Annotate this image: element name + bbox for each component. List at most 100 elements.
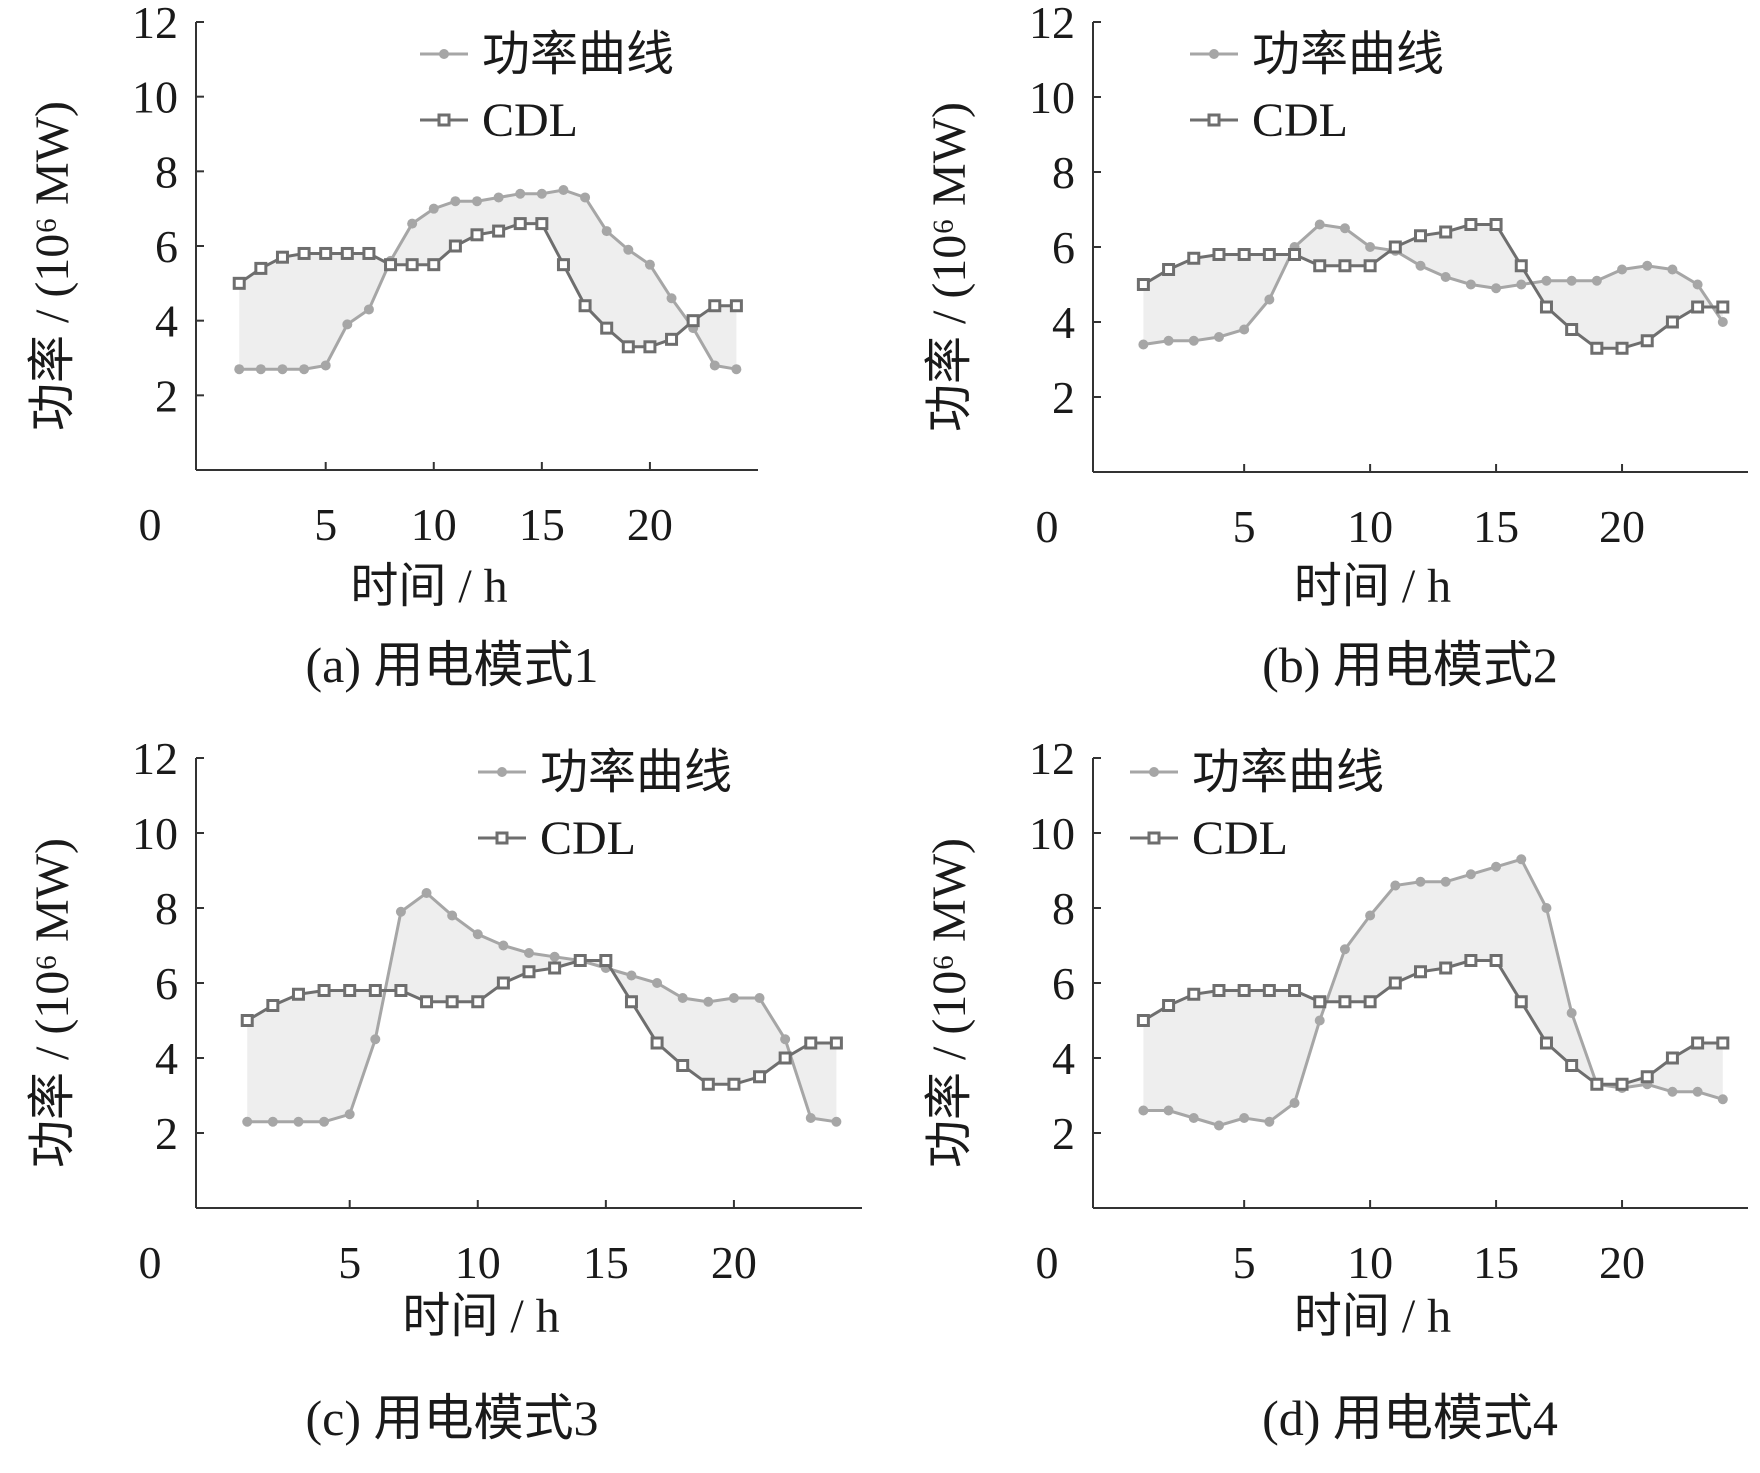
y-tick-label: 12 — [1029, 0, 1075, 48]
cdl-point — [1212, 984, 1226, 997]
cdl-point — [1691, 300, 1705, 314]
y-tick-label: 12 — [1029, 733, 1075, 784]
cdl-point — [1237, 984, 1251, 997]
x-tick-label: 10 — [1347, 1237, 1393, 1288]
cdl-point — [1414, 229, 1427, 243]
cdl-point — [266, 999, 280, 1012]
x-tick-label: 10 — [411, 499, 457, 550]
power-point — [731, 364, 742, 375]
cdl-point — [297, 246, 311, 260]
power-point — [1692, 279, 1703, 290]
power-point — [754, 993, 765, 1003]
cdl-point — [624, 995, 638, 1009]
x-tick-label: 10 — [1347, 501, 1393, 552]
cdl-point — [804, 1036, 818, 1050]
cdl-point — [1439, 225, 1453, 239]
cdl-point — [1640, 1070, 1654, 1084]
power-point — [1440, 876, 1451, 887]
cdl-point — [384, 258, 398, 272]
cdl-point — [701, 1077, 715, 1091]
power-point — [524, 948, 534, 958]
cdl-point — [1565, 323, 1579, 336]
cdl-point — [650, 1036, 664, 1050]
cdl-point — [1338, 259, 1352, 273]
y-tick-label: 6 — [155, 221, 178, 272]
power-point — [363, 304, 374, 315]
power-point — [1339, 223, 1350, 234]
cdl-point — [471, 995, 485, 1009]
cdl-point — [1489, 218, 1503, 231]
cdl-point — [753, 1070, 767, 1084]
power-point — [450, 196, 461, 207]
power-point — [536, 188, 547, 199]
power-point — [1314, 1015, 1325, 1026]
power-point — [1465, 869, 1476, 880]
legend: 功率曲线 CDL — [478, 746, 732, 865]
y-tick-label: 2 — [1052, 372, 1075, 423]
cdl-point — [319, 246, 333, 260]
power-point — [1667, 1086, 1678, 1097]
power-point — [1213, 332, 1224, 342]
power-point — [1365, 242, 1376, 252]
power-point — [805, 1113, 816, 1123]
power-point — [1516, 279, 1527, 290]
cdl-point — [676, 1059, 690, 1072]
cdl-point — [513, 217, 527, 231]
x-axis-label: 时间 / h — [1294, 560, 1451, 613]
cdl-point — [600, 321, 614, 335]
cdl-point — [1716, 1036, 1730, 1050]
cdl-point — [405, 258, 419, 272]
x-tick-label: 0 — [1036, 501, 1059, 552]
cdl-point — [1414, 965, 1427, 979]
cdl-point — [621, 340, 635, 354]
power-point — [1188, 1113, 1199, 1123]
cdl-point — [535, 217, 549, 231]
x-tick-label: 5 — [1233, 501, 1256, 552]
cdl-point — [1262, 984, 1276, 997]
power-point — [1566, 275, 1577, 286]
power-point — [267, 1116, 278, 1127]
cdl-point — [362, 246, 376, 260]
cdl-point — [1388, 976, 1402, 990]
y-tick-label: 4 — [1052, 297, 1075, 348]
legend-marker-power — [1209, 49, 1219, 59]
cdl-point — [445, 995, 459, 1009]
x-tick-label: 20 — [711, 1237, 757, 1288]
power-point — [1339, 944, 1350, 955]
y-tick-label: 6 — [155, 958, 178, 1009]
cdl-point — [427, 258, 441, 272]
cdl-point — [1388, 240, 1402, 254]
y-tick-label: 8 — [155, 883, 178, 934]
power-point — [472, 196, 482, 207]
power-point — [703, 996, 714, 1007]
cdl-point — [394, 984, 408, 997]
cdl-point — [829, 1036, 843, 1050]
cdl-point — [1464, 218, 1478, 231]
shaded-area — [247, 893, 837, 1122]
legend-marker-power — [1149, 767, 1159, 777]
cdl-point — [1640, 334, 1654, 348]
cdl-point — [727, 1077, 741, 1091]
power-point — [1264, 1116, 1275, 1127]
power-point — [780, 1034, 791, 1045]
power-point — [293, 1116, 304, 1127]
power-point — [1717, 317, 1728, 327]
cdl-point — [578, 299, 592, 313]
cdl-point — [254, 261, 268, 275]
power-point — [395, 906, 406, 917]
chart-panel-d: 2 4 6 8 10 12 0 5 10 15 20 时间 / h 功率 / (10⁶ MW) 功率曲线 C… — [923, 733, 1748, 1446]
power-point — [342, 319, 353, 330]
cdl-point — [1489, 954, 1503, 967]
x-tick-label: 15 — [1473, 1237, 1519, 1288]
power-point — [320, 360, 331, 371]
cdl-point — [1691, 1036, 1705, 1050]
power-point — [1667, 264, 1678, 275]
power-point — [1289, 1098, 1300, 1108]
power-point — [626, 970, 637, 981]
legend: 功率曲线 CDL — [420, 28, 674, 147]
power-point — [319, 1116, 330, 1127]
power-point — [1491, 283, 1502, 294]
cdl-point — [1187, 251, 1201, 265]
cdl-point — [1363, 259, 1377, 273]
power-point — [447, 910, 458, 921]
